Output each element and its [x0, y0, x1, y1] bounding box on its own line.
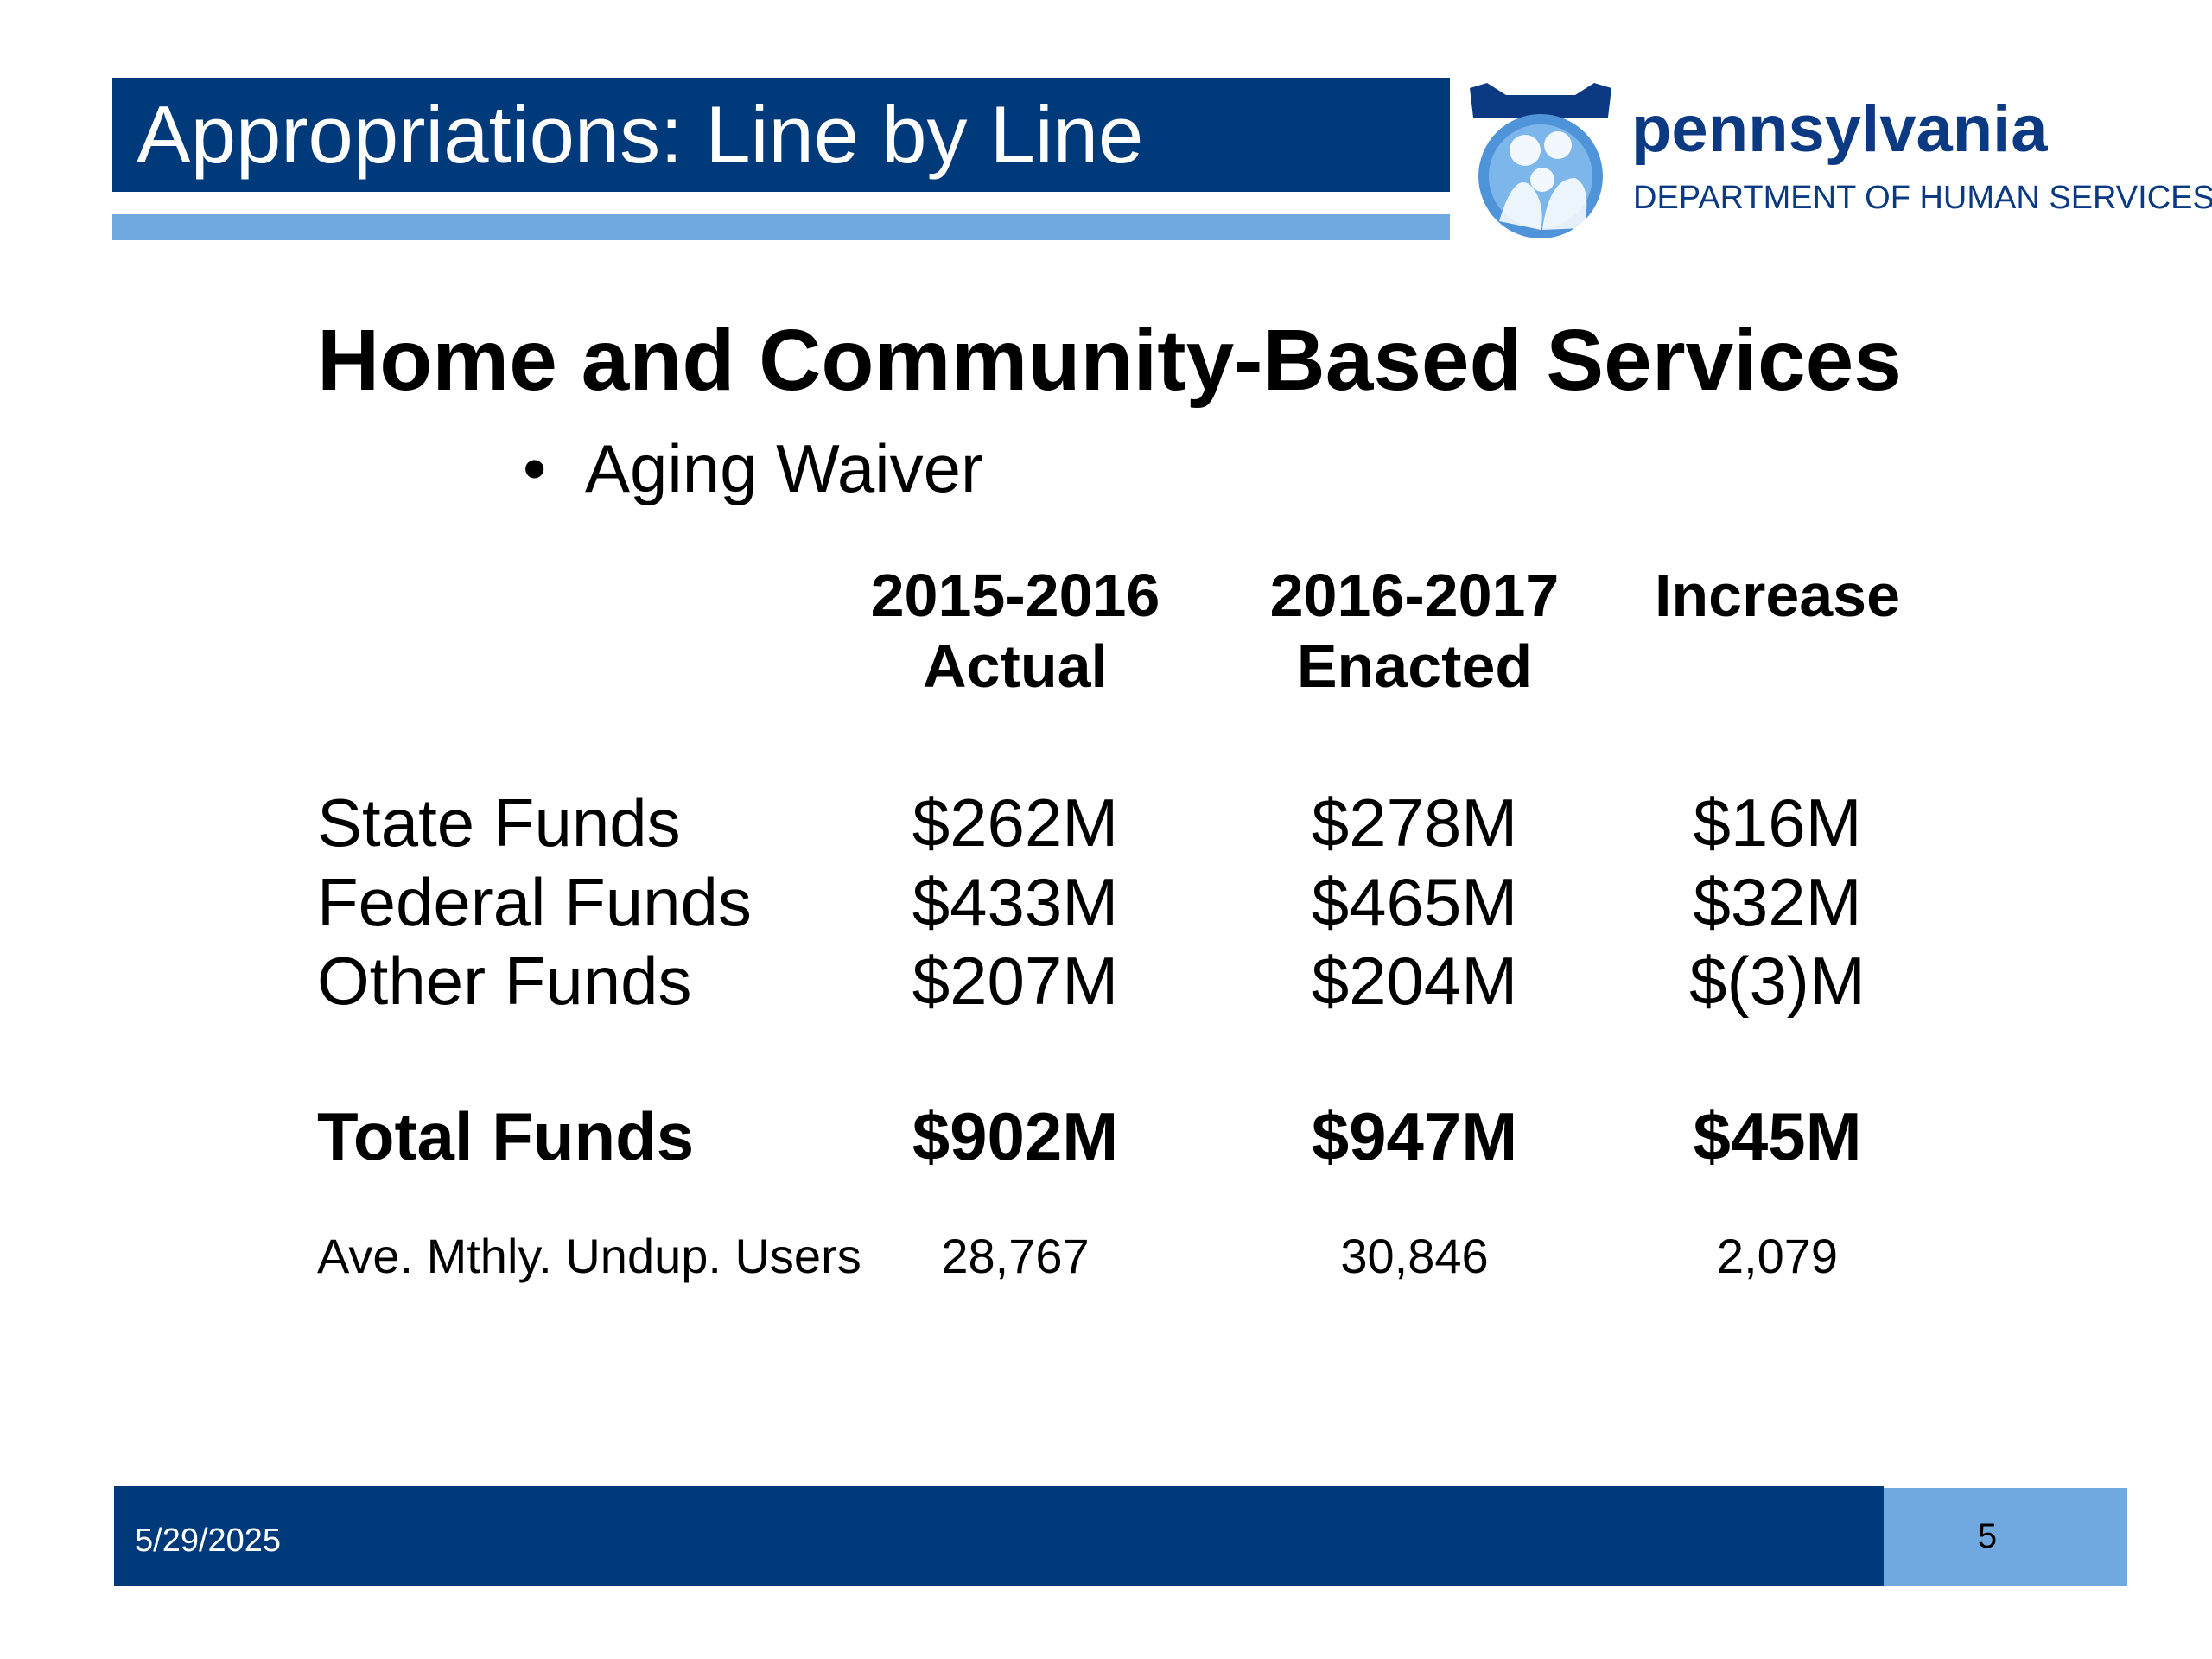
slide-title: Appropriations: Line by Line: [137, 89, 1144, 180]
row-label-other-funds: Other Funds: [317, 943, 692, 1019]
federal-funds-actual: $433M: [912, 864, 1119, 940]
row-label-total-funds: Total Funds: [317, 1098, 695, 1174]
federal-funds-enacted: $465M: [1311, 864, 1518, 940]
title-bar: Appropriations: Line by Line: [112, 78, 1450, 192]
column-header-line2: Actual: [923, 632, 1108, 700]
users-enacted: 30,846: [1340, 1229, 1489, 1283]
federal-funds-increase: $32M: [1693, 864, 1862, 940]
footer-date: 5/29/2025: [135, 1522, 282, 1559]
column-header-line1: 2016-2017: [1269, 562, 1560, 629]
footer-bar: 5/29/2025: [114, 1486, 1884, 1586]
column-header-enacted: 2016-2017 Enacted: [1233, 560, 1596, 702]
column-header-line1: 2015-2016: [870, 562, 1160, 629]
title-underline: [112, 214, 1450, 240]
total-funds-enacted: $947M: [1311, 1098, 1518, 1174]
total-funds-increase: $45M: [1693, 1098, 1862, 1174]
column-header-line1: Increase: [1654, 562, 1901, 629]
row-label-users: Ave. Mthly. Undup. Users: [317, 1229, 861, 1283]
keystone-family-icon: [1470, 83, 1611, 238]
column-header-increase: Increase: [1596, 560, 1959, 631]
section-heading: Home and Community-Based Services: [317, 312, 1902, 409]
logo-subtitle: DEPARTMENT OF HUMAN SERVICES: [1633, 180, 2212, 216]
logo-wordmark: pennsylvania: [1631, 92, 2048, 166]
row-label-federal-funds: Federal Funds: [317, 864, 752, 940]
total-funds-actual: $902M: [912, 1098, 1119, 1174]
bullet-marker: •: [523, 430, 547, 506]
users-increase: 2,079: [1716, 1229, 1839, 1283]
column-header-actual: 2015-2016 Actual: [834, 560, 1197, 702]
page-number: 5: [1977, 1517, 1998, 1555]
page-number-box: 5: [1884, 1488, 2127, 1586]
users-actual: 28,767: [941, 1229, 1090, 1283]
state-funds-increase: $16M: [1693, 785, 1862, 861]
state-funds-enacted: $278M: [1311, 785, 1518, 861]
column-header-line2: Enacted: [1296, 632, 1533, 700]
other-funds-actual: $207M: [912, 943, 1119, 1019]
bullet-text: Aging Waiver: [585, 430, 983, 506]
other-funds-enacted: $204M: [1311, 943, 1518, 1019]
pa-dhs-logo: pennsylvania DEPARTMENT OF HUMAN SERVICE…: [1463, 83, 2212, 238]
other-funds-increase: $(3)M: [1689, 943, 1866, 1019]
row-label-state-funds: State Funds: [317, 785, 681, 861]
state-funds-actual: $262M: [912, 785, 1119, 861]
